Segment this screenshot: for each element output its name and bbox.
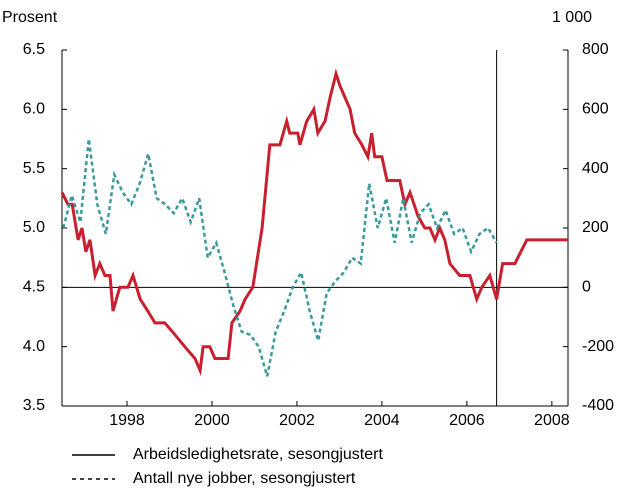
x-tick-label: 2006 (449, 412, 485, 429)
y-tick-label: 4.5 (23, 279, 45, 296)
y-tick-label: 3.5 (23, 397, 45, 414)
legend-label: Arbeidsledighetsrate, sesongjustert (133, 446, 383, 463)
x-tick-label: 1998 (109, 412, 145, 429)
y2-tick-label: 0 (582, 279, 591, 296)
y2-tick-label: -200 (582, 338, 614, 355)
y-tick-label: 6.0 (23, 101, 45, 118)
y2-tick-label: 200 (582, 219, 609, 236)
x-tick-label: 2000 (194, 412, 230, 429)
y2-tick-label: 600 (582, 101, 609, 118)
y-tick-label: 4.0 (23, 338, 45, 355)
y2-tick-label: 400 (582, 160, 609, 177)
x-tick-label: 2004 (364, 412, 400, 429)
legend-label: Antall nye jobber, sesongjustert (133, 470, 356, 487)
y-axis-label: Prosent (2, 9, 58, 26)
y-tick-label: 6.5 (23, 41, 45, 58)
y2-tick-label: -400 (582, 397, 614, 414)
data-line (60, 68, 568, 377)
y2-axis-label: 1 000 (552, 9, 592, 26)
x-tick-label: 2008 (534, 412, 570, 429)
data-line (62, 138, 498, 377)
y-tick-label: 5.5 (23, 160, 45, 177)
y2-tick-label: 800 (582, 41, 609, 58)
y-tick-label: 5.0 (23, 219, 45, 236)
x-tick-label: 2002 (279, 412, 315, 429)
